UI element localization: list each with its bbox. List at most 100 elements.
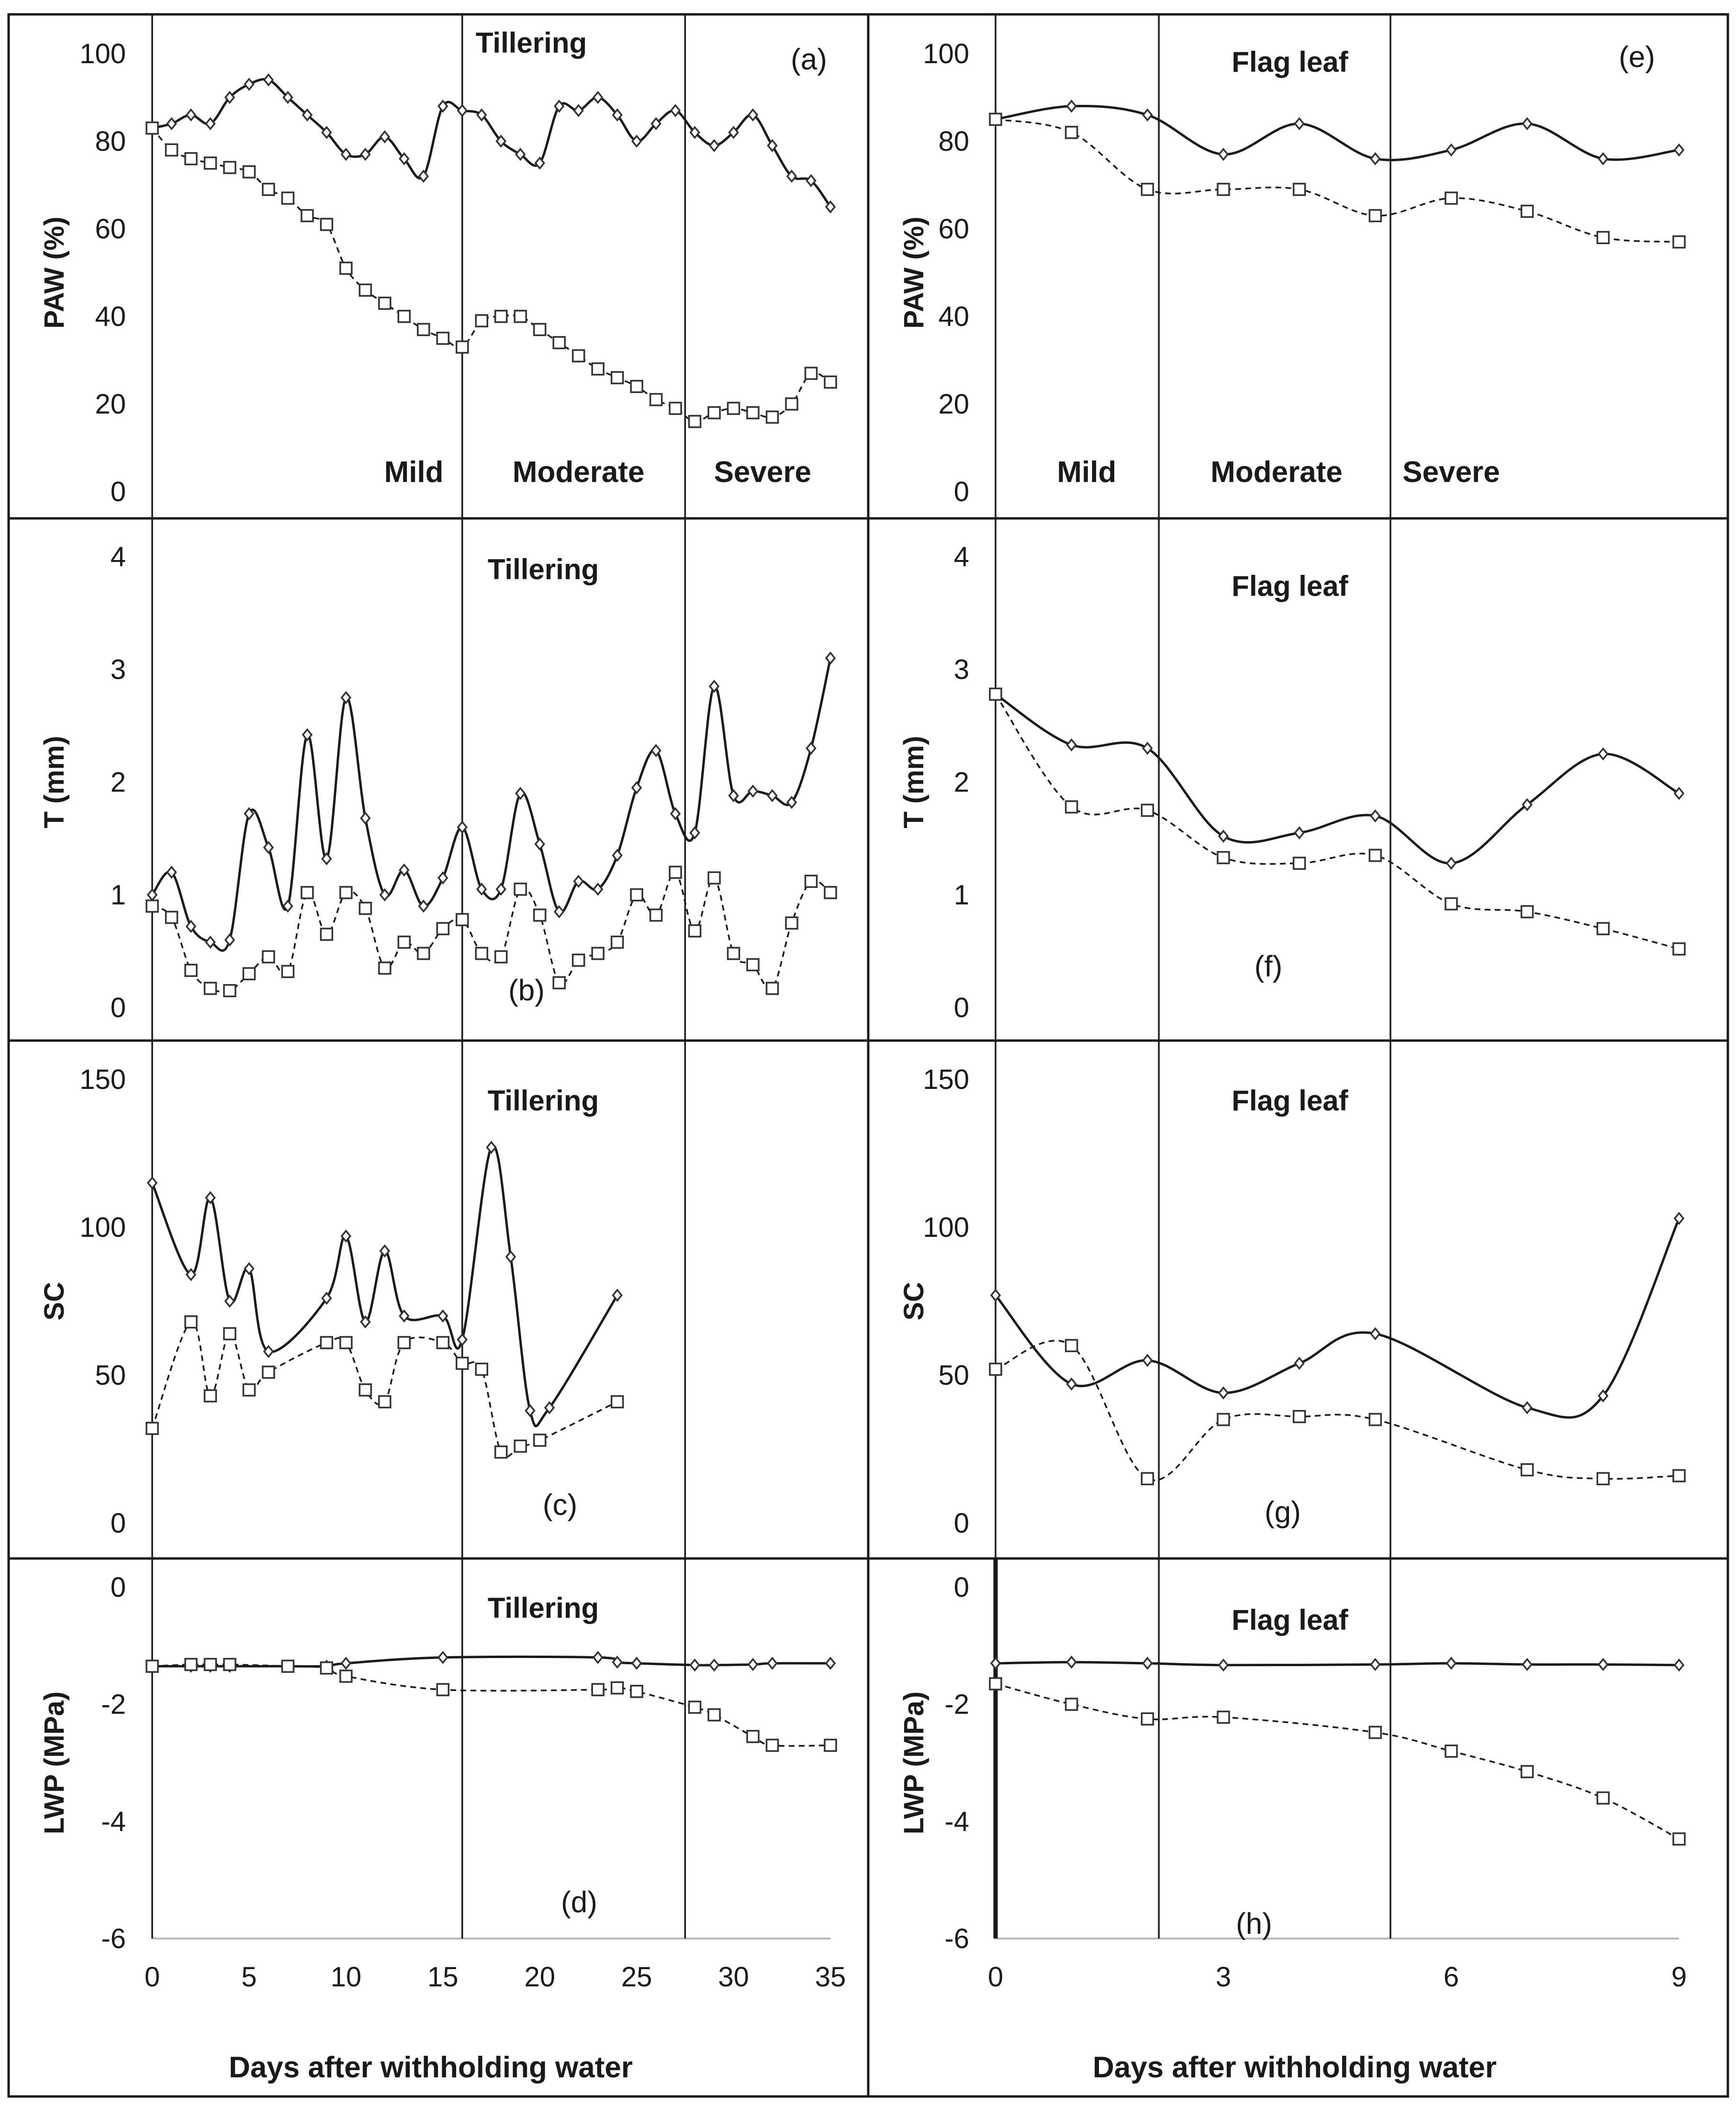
data-point-diamond xyxy=(1370,152,1381,166)
data-point-square xyxy=(669,402,682,415)
data-point-square xyxy=(610,1681,624,1695)
data-point-square xyxy=(165,910,179,924)
data-point-square xyxy=(688,415,702,428)
data-point-diamond xyxy=(418,899,429,913)
data-point-diamond xyxy=(166,117,177,131)
panel-letter: (g) xyxy=(1265,1496,1301,1529)
data-point-diamond xyxy=(612,108,623,122)
data-point-square xyxy=(281,191,295,205)
chart-panel-c: 0 50 100 150 SC Tillering (c) xyxy=(39,1041,686,1558)
series-line-well-watered xyxy=(151,658,832,952)
data-point-diamond xyxy=(990,1657,1001,1670)
data-point-square xyxy=(1520,204,1534,218)
x-tick-label: 5 xyxy=(241,1961,257,1993)
data-point-diamond xyxy=(185,108,197,122)
y-tick-label: 100 xyxy=(923,1212,969,1243)
data-point-diamond xyxy=(185,1268,197,1281)
chart-panel-d: -6 -4 -2 0 0 5 10 15 20 25 30 35 LWP (MPa) Tillering (… xyxy=(39,1558,846,2084)
data-point-diamond xyxy=(437,1651,448,1664)
data-point-diamond xyxy=(825,1657,836,1670)
data-point-diamond xyxy=(990,1289,1001,1302)
data-point-diamond xyxy=(631,1657,642,1670)
x-tick-label: 6 xyxy=(1444,1961,1459,1993)
data-point-diamond xyxy=(360,147,371,161)
data-point-square xyxy=(552,336,566,349)
y-axis-title: SC xyxy=(898,1282,930,1321)
data-point-diamond xyxy=(544,1401,555,1414)
data-point-square xyxy=(1141,1472,1154,1486)
data-point-square xyxy=(203,982,217,995)
data-point-diamond xyxy=(1370,809,1381,823)
data-point-diamond xyxy=(476,108,487,122)
data-point-square xyxy=(417,947,430,960)
data-point-square xyxy=(146,121,159,135)
data-point-square xyxy=(339,261,353,275)
data-point-square xyxy=(1217,182,1230,196)
data-point-diamond xyxy=(670,807,681,820)
data-point-square xyxy=(165,143,179,157)
data-point-square xyxy=(989,112,1002,126)
y-tick-label: 0 xyxy=(954,1508,969,1539)
data-point-diamond xyxy=(1598,1658,1609,1671)
chart-panel-g: 0 50 100 150 SC Flag leaf (g) xyxy=(898,1041,1686,1558)
panel-title: Flag leaf xyxy=(1232,46,1348,78)
data-point-diamond xyxy=(592,90,604,104)
data-point-square xyxy=(533,323,547,336)
y-tick-label: 0 xyxy=(111,476,126,507)
data-point-square xyxy=(1596,1791,1610,1805)
y-tick-label: 100 xyxy=(923,38,969,69)
data-point-diamond xyxy=(1522,117,1533,131)
x-tick-label: 20 xyxy=(524,1961,555,1993)
data-point-square xyxy=(727,947,740,960)
data-point-diamond xyxy=(1673,143,1685,157)
data-point-diamond xyxy=(728,125,739,139)
y-tick-label: 50 xyxy=(938,1360,969,1391)
series-line-water-stressed xyxy=(995,1340,1680,1481)
data-point-square xyxy=(1292,856,1306,870)
data-point-square xyxy=(824,375,837,389)
x-axis-title: Days after withholding water xyxy=(229,2051,633,2084)
data-point-diamond xyxy=(786,169,797,183)
data-point-square xyxy=(456,340,469,354)
x-tick-label: 10 xyxy=(331,1961,362,1993)
y-axis-title: PAW (%) xyxy=(39,216,70,328)
data-point-square xyxy=(281,964,295,978)
data-point-square xyxy=(571,953,585,967)
series-line-well-watered xyxy=(151,1144,618,1427)
data-point-square xyxy=(649,908,663,922)
data-point-diamond xyxy=(205,1191,216,1204)
data-point-diamond xyxy=(205,935,216,949)
chart-panel-a: 0 20 40 60 80 100 PAW (%) Tillering (a) Mild Moder… xyxy=(39,14,837,518)
data-point-diamond xyxy=(786,796,797,809)
data-point-square xyxy=(456,913,469,927)
data-point-square xyxy=(1445,191,1458,205)
data-point-diamond xyxy=(166,865,177,879)
data-point-square xyxy=(475,1362,489,1376)
data-point-diamond xyxy=(224,90,235,104)
chart-panel-f: 0 1 2 3 4 T (mm) Flag leaf (f) xyxy=(898,518,1686,1041)
panel-frame xyxy=(7,1557,870,2098)
data-point-square xyxy=(320,928,334,941)
y-tick-label: 100 xyxy=(79,38,126,69)
data-point-diamond xyxy=(1522,1401,1533,1414)
y-axis-title: LWP (MPa) xyxy=(39,1692,70,1835)
data-point-diamond xyxy=(689,125,700,139)
data-point-square xyxy=(591,947,605,960)
data-point-square xyxy=(436,1683,450,1696)
data-point-diamond xyxy=(534,837,545,851)
data-point-diamond xyxy=(1066,1377,1077,1391)
series-line-water-stressed xyxy=(152,1663,831,1747)
data-point-diamond xyxy=(1673,1211,1685,1225)
data-point-square xyxy=(203,1658,217,1671)
data-point-diamond xyxy=(263,841,274,854)
data-point-square xyxy=(688,924,702,938)
stage-label: Mild xyxy=(1057,456,1116,489)
data-point-square xyxy=(571,349,585,363)
data-point-diamond xyxy=(728,789,739,803)
y-tick-label: 20 xyxy=(938,389,969,420)
data-point-square xyxy=(824,886,837,899)
data-point-square xyxy=(378,1395,392,1409)
data-point-square xyxy=(707,871,721,885)
data-point-square xyxy=(610,371,624,384)
